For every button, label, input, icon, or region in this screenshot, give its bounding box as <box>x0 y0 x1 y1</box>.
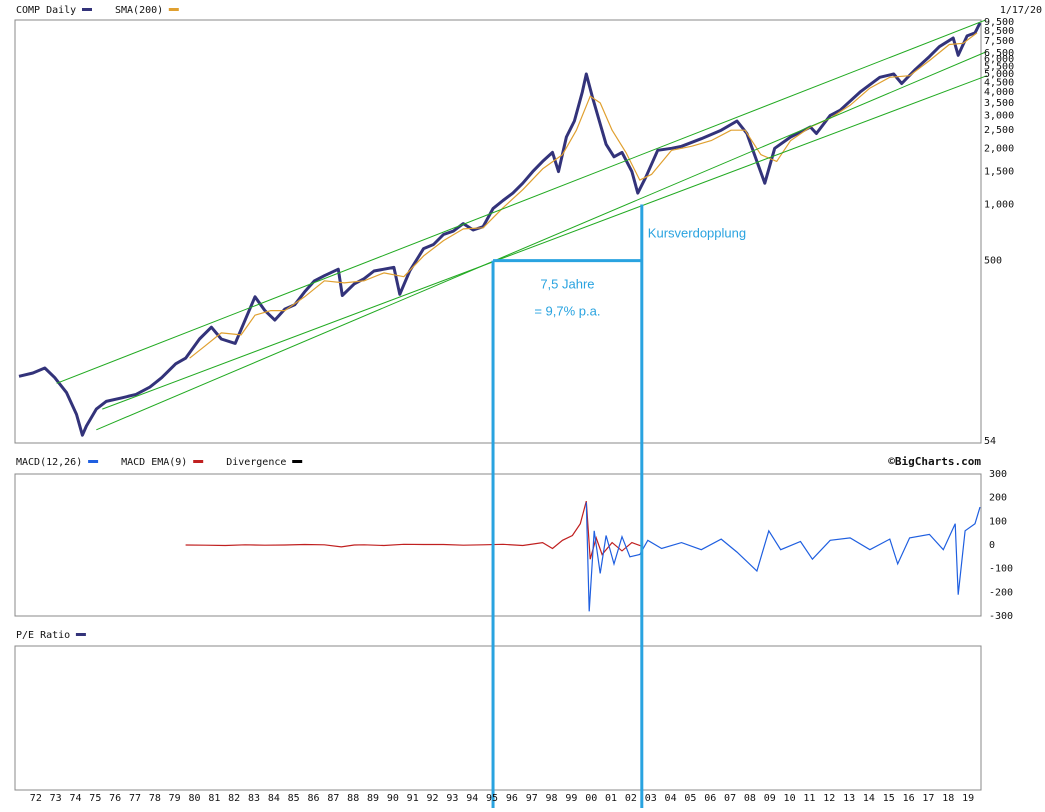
price-tick-label: 8,500 <box>984 26 1014 37</box>
trend-line-2 <box>102 75 988 410</box>
x-tick-label: 89 <box>367 793 379 804</box>
x-tick-label: 72 <box>30 793 42 804</box>
x-tick-label: 14 <box>863 793 875 804</box>
legend-label: SMA(200) <box>115 5 163 16</box>
macd-tick-label: 0 <box>989 540 995 551</box>
series-layer <box>18 22 982 612</box>
x-tick-label: 12 <box>823 793 835 804</box>
price-tick-label: 4,500 <box>984 78 1014 89</box>
x-tick-label: 06 <box>704 793 716 804</box>
source-label: ©BigCharts.com <box>888 455 981 468</box>
x-tick-label: 83 <box>248 793 260 804</box>
macd-tick-label: -200 <box>989 587 1013 598</box>
sma-200-line <box>189 32 978 359</box>
panel-frame-2 <box>14 645 982 791</box>
legend-label: P/E Ratio <box>16 630 70 641</box>
x-tick-label: 90 <box>387 793 399 804</box>
x-tick-label: 81 <box>208 793 220 804</box>
macd-tick-label: -100 <box>989 564 1013 575</box>
price-tick-label: 9,500 <box>984 17 1014 28</box>
x-tick-label: 18 <box>942 793 954 804</box>
x-tick-label: 78 <box>149 793 161 804</box>
annotation-doubling: Kursverdopplung <box>648 225 746 240</box>
x-tick-label: 87 <box>327 793 339 804</box>
price-tick-label: 4,000 <box>984 87 1014 98</box>
x-tick-label: 17 <box>922 793 934 804</box>
x-tick-label: 92 <box>427 793 439 804</box>
price-tick-label: 5,000 <box>984 69 1014 80</box>
price-tick-label: 6,500 <box>984 48 1014 59</box>
x-tick-label: 76 <box>109 793 121 804</box>
x-tick-label: 19 <box>962 793 974 804</box>
price-tick-label: 1,000 <box>984 199 1014 210</box>
macd-tick-label: 100 <box>989 516 1007 527</box>
x-tick-label: 97 <box>526 793 538 804</box>
price-tick-label: 2,500 <box>984 125 1014 136</box>
x-tick-label: 77 <box>129 793 141 804</box>
macd-tick-label: 300 <box>989 469 1007 480</box>
x-tick-label: 09 <box>764 793 776 804</box>
x-tick-label: 84 <box>268 793 280 804</box>
x-tick-label: 15 <box>883 793 895 804</box>
x-tick-label: 91 <box>407 793 419 804</box>
trend-line-1 <box>96 51 988 431</box>
x-tick-label: 82 <box>228 793 240 804</box>
x-tick-label: 11 <box>803 793 815 804</box>
x-tick-label: 07 <box>724 793 736 804</box>
x-tick-label: 01 <box>605 793 617 804</box>
x-tick-label: 96 <box>506 793 518 804</box>
macd-tick-label: -300 <box>989 611 1013 622</box>
legend-label: COMP Daily <box>16 5 76 16</box>
price-tick-label: 500 <box>984 256 1002 267</box>
x-tick-label: 80 <box>188 793 200 804</box>
price-tick-label: 7,500 <box>984 36 1014 47</box>
panel-frames <box>14 19 982 791</box>
x-tick-label: 93 <box>446 793 458 804</box>
x-tick-label: 05 <box>684 793 696 804</box>
x-tick-label: 94 <box>466 793 478 804</box>
x-tick-label: 86 <box>308 793 320 804</box>
x-tick-label: 75 <box>89 793 101 804</box>
x-tick-label: 03 <box>645 793 657 804</box>
x-tick-label: 98 <box>546 793 558 804</box>
trend-line-0 <box>56 20 987 384</box>
x-tick-label: 99 <box>565 793 577 804</box>
x-tick-label: 10 <box>784 793 796 804</box>
annotation-years: 7,5 Jahre <box>540 277 594 292</box>
annotation-rate: = 9,7% p.a. <box>534 304 600 319</box>
legend-label: MACD(12,26) <box>16 457 82 468</box>
x-tick-label: 04 <box>665 793 677 804</box>
x-tick-label: 88 <box>347 793 359 804</box>
x-tick-label: 13 <box>843 793 855 804</box>
price-tick-label: 5,500 <box>984 61 1014 72</box>
price-tick-label: 3,000 <box>984 110 1014 121</box>
legend-label: Divergence <box>226 457 286 468</box>
panel-frame-0 <box>14 19 982 444</box>
x-tick-label: 16 <box>903 793 915 804</box>
x-tick-label: 79 <box>169 793 181 804</box>
label-layer: 9,5008,5007,5006,5006,0005,5005,0004,500… <box>16 5 1042 804</box>
x-tick-label: 85 <box>288 793 300 804</box>
annotation-layer: Kursverdopplung 7,5 Jahre = 9,7% p.a. <box>56 20 988 808</box>
x-tick-label: 02 <box>625 793 637 804</box>
macd-line <box>585 502 981 612</box>
price-tick-label: 2,000 <box>984 143 1014 154</box>
x-tick-label: 73 <box>50 793 62 804</box>
x-tick-label: 74 <box>69 793 81 804</box>
legend-label: MACD EMA(9) <box>121 457 187 468</box>
price-tick-label: 54 <box>984 436 996 447</box>
date-label: 1/17/20 <box>1000 5 1042 16</box>
price-tick-label: 3,500 <box>984 98 1014 109</box>
x-tick-label: 08 <box>744 793 756 804</box>
x-tick-label: 95 <box>486 793 498 804</box>
macd-tick-label: 200 <box>989 493 1007 504</box>
x-tick-label: 00 <box>585 793 597 804</box>
price-tick-label: 1,500 <box>984 167 1014 178</box>
price-tick-label: 6,000 <box>984 54 1014 65</box>
